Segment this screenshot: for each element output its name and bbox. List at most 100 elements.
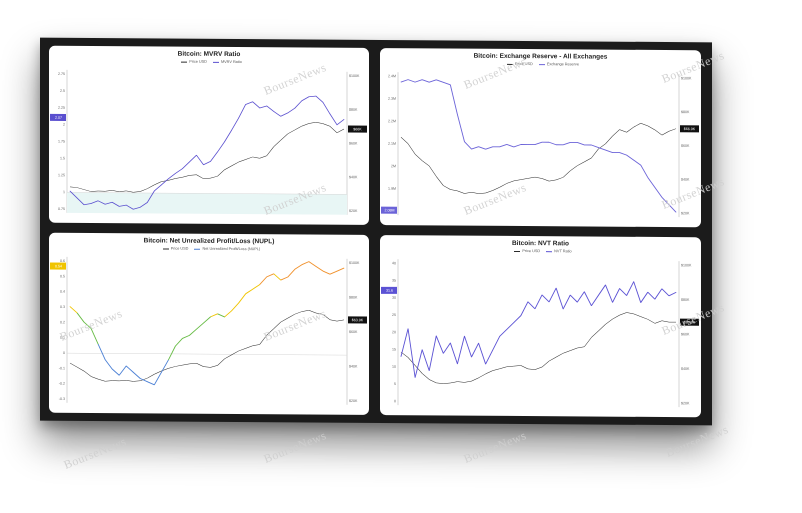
price-segment [478, 192, 486, 194]
price-segment [605, 135, 613, 144]
series-segment [154, 184, 162, 192]
data-point [259, 107, 261, 109]
series-segment [619, 152, 627, 156]
series-segment [336, 267, 345, 272]
data-point [280, 115, 282, 117]
price-segment [238, 348, 246, 352]
price-segment [626, 312, 634, 315]
series-segment [97, 200, 106, 205]
price-segment [294, 311, 302, 315]
watermark: BourseNews [61, 434, 129, 472]
series-segment [456, 114, 465, 142]
series-segment [146, 190, 155, 203]
data-point [273, 111, 275, 112]
series-segment [231, 302, 239, 312]
series-segment [499, 329, 508, 337]
series-segment [203, 316, 211, 324]
right-tick-label: $100K [681, 263, 692, 267]
data-point [605, 149, 606, 151]
series-segment [506, 322, 515, 330]
series-segment [69, 190, 78, 199]
price-segment [541, 178, 550, 182]
data-point [153, 384, 155, 386]
series-segment [612, 288, 620, 303]
series-segment [83, 321, 92, 329]
data-point [76, 197, 78, 199]
right-tick-label: $80K [681, 110, 690, 114]
right-badge-label: $63.9K [352, 318, 364, 322]
series-segment [315, 265, 324, 272]
series-segment [90, 328, 99, 345]
data-point [132, 371, 134, 373]
left-tick-label: 2.5 [60, 89, 65, 93]
series-segment [196, 154, 204, 166]
data-point [661, 288, 663, 290]
right-badge-label: $66K [353, 127, 362, 131]
data-point [76, 312, 78, 314]
data-point [245, 104, 246, 105]
price-segment [126, 190, 134, 193]
series-segment [280, 276, 288, 281]
price-segment [69, 186, 78, 188]
left-tick-label: 2.3M [388, 97, 396, 101]
data-point [245, 293, 246, 295]
series-segment [548, 287, 557, 303]
data-point [217, 313, 218, 315]
data-point [168, 359, 169, 361]
series-segment [118, 365, 127, 376]
series-segment [126, 204, 134, 210]
series-segment [322, 270, 331, 275]
data-point [189, 161, 190, 163]
watermark: BourseNews [461, 428, 529, 466]
series-segment [442, 342, 451, 354]
price-segment [499, 183, 507, 188]
price-segment [266, 328, 274, 336]
series-segment [301, 261, 310, 266]
price-segment [336, 319, 345, 322]
main-series [400, 281, 677, 378]
price-segment [605, 318, 613, 325]
left-tick-label: 25 [392, 313, 396, 317]
price-segment [443, 185, 451, 190]
series-segment [125, 365, 134, 373]
left-badge-label: 31.6 [386, 289, 393, 293]
price-segment [598, 324, 606, 332]
price-segment [182, 363, 190, 366]
series-segment [210, 151, 218, 162]
data-point [97, 200, 99, 202]
series-segment [217, 313, 225, 318]
price-segment [83, 370, 92, 377]
data-point [450, 342, 451, 344]
data-point [435, 335, 437, 337]
price-segment [161, 180, 169, 182]
left-tick-label: 40 [392, 261, 396, 265]
series-segment [436, 79, 444, 83]
data-point [315, 95, 317, 97]
data-point [118, 374, 120, 376]
data-point [633, 281, 635, 283]
series-segment [111, 201, 120, 207]
data-point [527, 301, 529, 303]
data-point [308, 96, 310, 98]
price-segment [513, 365, 521, 367]
price-segment [308, 122, 316, 124]
price-segment [534, 176, 543, 179]
price-segment [189, 363, 197, 365]
data-point [287, 276, 289, 278]
price-segment [421, 373, 430, 380]
data-point [407, 79, 409, 80]
price-segment [76, 187, 85, 190]
data-point [534, 144, 536, 145]
price-segment [619, 312, 627, 316]
series-segment [626, 154, 634, 161]
series-segment [668, 204, 677, 213]
data-point [464, 335, 465, 337]
data-point [513, 146, 515, 148]
series-segment [506, 143, 514, 148]
series-segment [90, 200, 99, 204]
series-segment [273, 111, 281, 117]
series-segment [308, 95, 316, 98]
series-segment [231, 117, 239, 131]
price-segment [133, 191, 141, 193]
right-tick-label: $60K [681, 144, 690, 148]
